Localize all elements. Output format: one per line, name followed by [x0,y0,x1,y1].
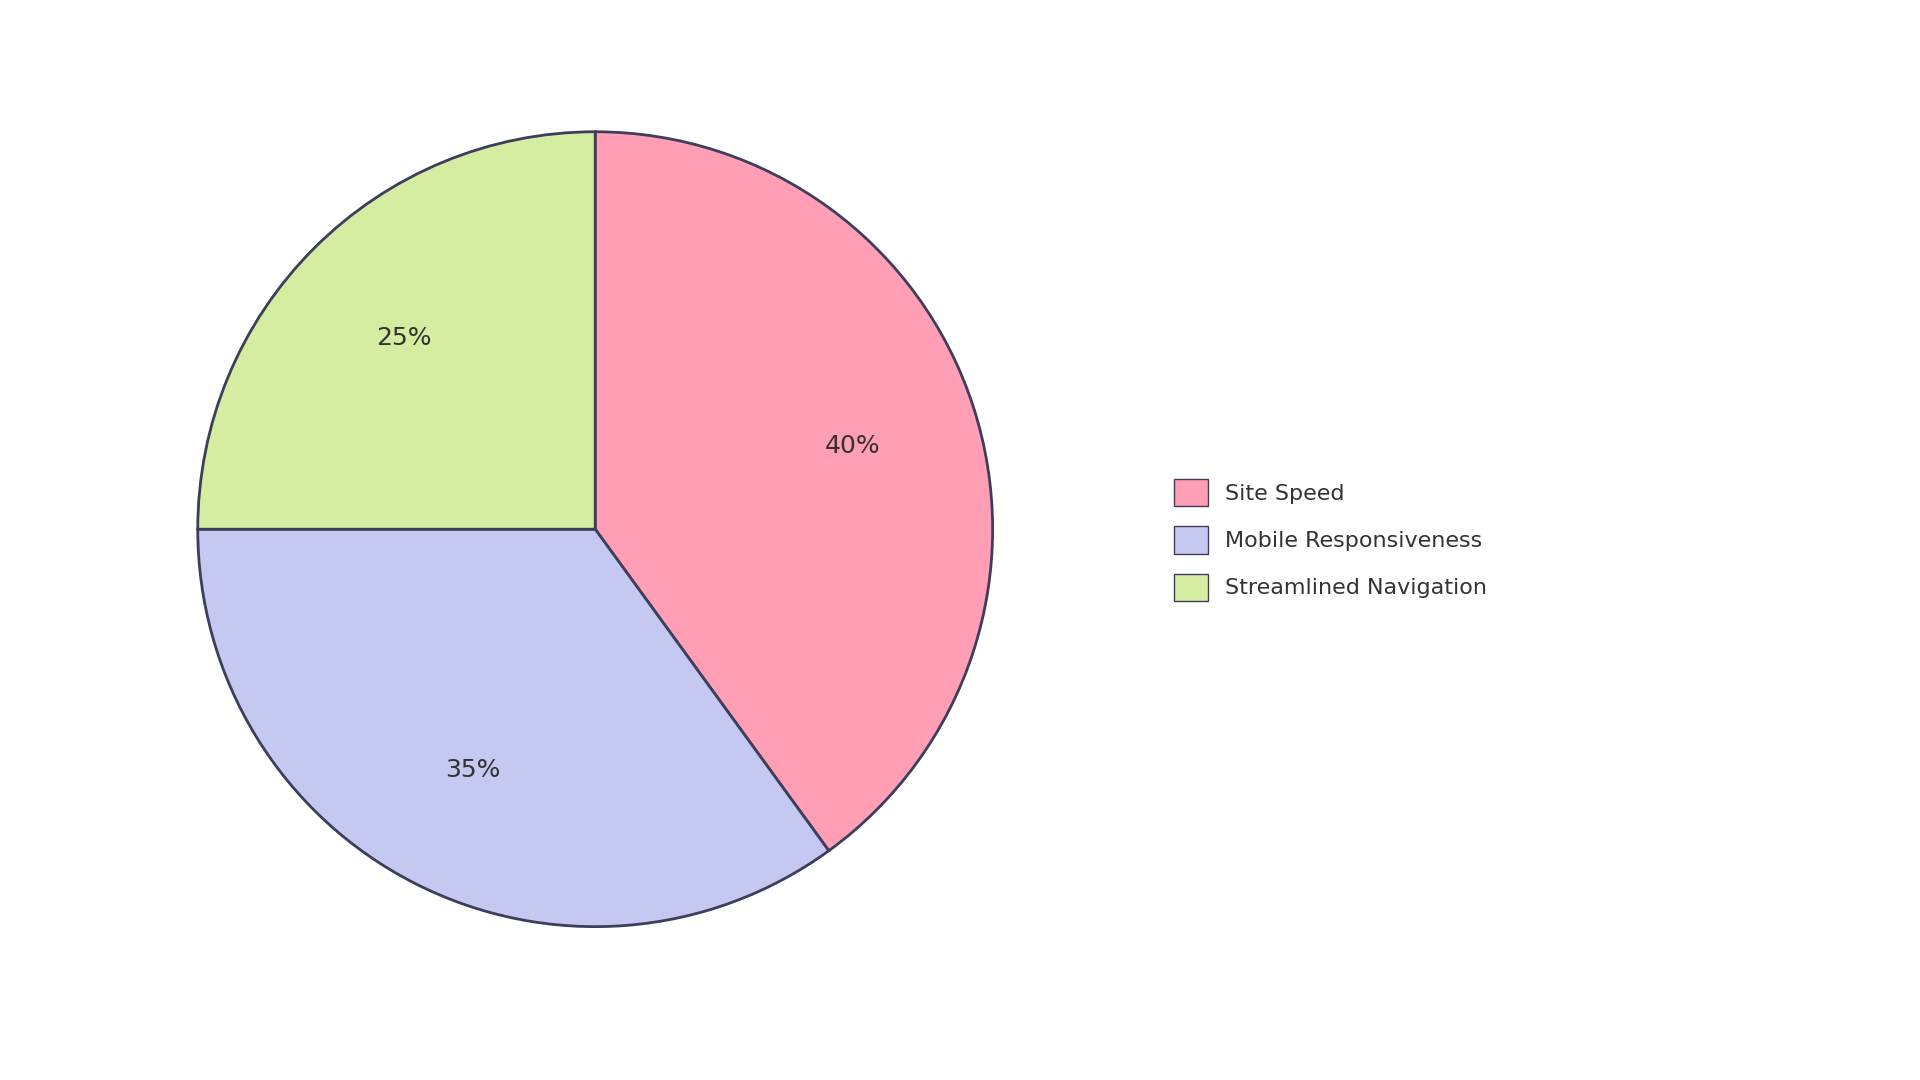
Wedge shape [198,529,829,927]
Legend: Site Speed, Mobile Responsiveness, Streamlined Navigation: Site Speed, Mobile Responsiveness, Strea… [1164,469,1498,611]
Wedge shape [595,132,993,851]
Text: 40%: 40% [824,434,879,458]
Text: 25%: 25% [376,326,432,350]
Text: 35%: 35% [445,758,501,782]
Wedge shape [198,132,595,529]
